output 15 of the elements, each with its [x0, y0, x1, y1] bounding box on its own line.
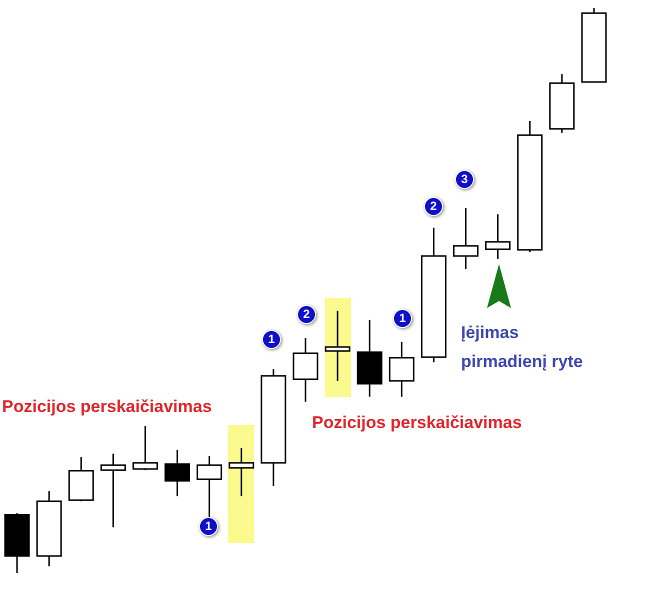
candlestick — [420, 227, 446, 364]
annotation: 1 — [199, 517, 218, 536]
candlestick — [549, 73, 575, 134]
annotation: 3 — [455, 170, 474, 189]
annotation: Pozicijos perskaičiavimas — [2, 397, 212, 417]
candlestick — [36, 490, 62, 567]
candlestick — [4, 512, 30, 574]
annotation: 1 — [262, 330, 281, 349]
annotation: Įėjimas pirmadienį ryte — [461, 322, 584, 373]
annotation: 2 — [297, 305, 316, 324]
candlestick — [517, 120, 543, 253]
candlestick — [260, 368, 286, 487]
annotation: 1 — [393, 309, 412, 328]
annotation: 2 — [424, 197, 443, 216]
annotation: Pozicijos perskaičiavimas — [312, 413, 522, 433]
